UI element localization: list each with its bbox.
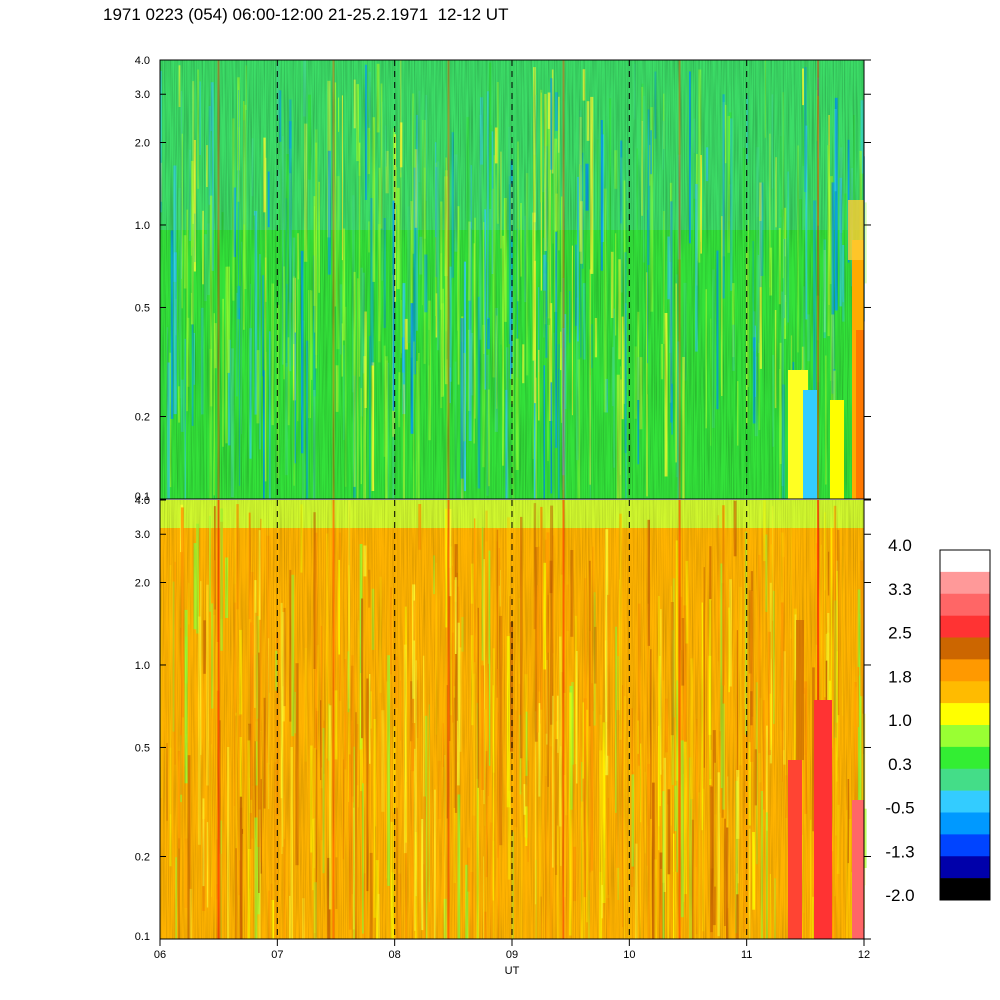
- y-tick-label: 2.0: [135, 137, 150, 149]
- y-tick-label: 3.0: [135, 529, 150, 541]
- lower-right-darkorange: [796, 620, 804, 760]
- colorbar-label: -1.3: [885, 842, 914, 861]
- colorbar-label: -0.5: [885, 799, 914, 818]
- y-tick-label: 0.2: [135, 852, 150, 864]
- y-tick-label: 0.2: [135, 412, 150, 424]
- lower-right-red-2: [814, 700, 832, 939]
- colorbar-swatch: [940, 768, 990, 791]
- y-tick-label: 3.0: [135, 89, 150, 101]
- lower-panel: [160, 500, 867, 939]
- lower-right-red: [788, 760, 802, 939]
- x-tick-label: 11: [741, 949, 752, 961]
- upper-right-cyan: [803, 390, 817, 499]
- colorbar-swatch: [940, 637, 990, 660]
- y-axis: 0.10.20.51.02.03.04.00.10.20.51.02.03.04…: [135, 55, 871, 943]
- upper-right-red: [856, 330, 864, 499]
- colorbar-label: 2.5: [888, 624, 912, 643]
- colorbar-swatch: [940, 834, 990, 857]
- lower-streak: [863, 808, 867, 868]
- colorbar-label: 0.3: [888, 755, 912, 774]
- colorbar-swatch: [940, 746, 990, 770]
- colorbar-frame: [939, 549, 991, 901]
- chart-title: 1971 0223 (054) 06:00-12:00 21-25.2.1971…: [103, 5, 509, 24]
- upper-streak: [863, 202, 867, 284]
- colorbar-label: 4.0: [888, 536, 912, 555]
- lower-texture: [160, 500, 864, 939]
- y-tick-label: 4.0: [135, 55, 150, 67]
- colorbar-swatch: [940, 725, 990, 748]
- colorbar-swatch: [940, 615, 990, 638]
- upper-texture: [160, 60, 864, 499]
- x-tick-label: 10: [623, 949, 635, 961]
- colorbar-swatch: [940, 550, 990, 573]
- y-tick-label: 0.5: [135, 302, 150, 314]
- y-tick-label: 0.5: [135, 742, 150, 754]
- upper-right-orange-top: [848, 200, 864, 260]
- x-axis: 06 07 08 09 10 11 12 UT: [154, 939, 870, 977]
- y-tick-label: 0.1: [135, 491, 150, 503]
- colorbar-label: -2.0: [885, 886, 914, 905]
- colorbar-swatch: [940, 790, 990, 813]
- colorbar-swatch: [940, 812, 990, 835]
- hour-dashed-lines: [276, 60, 748, 939]
- y-tick-label: 2.0: [135, 577, 150, 589]
- x-axis-label: UT: [505, 965, 520, 977]
- upper-panel: [160, 60, 867, 499]
- x-tick-label: 09: [506, 949, 518, 961]
- x-tick-label: 08: [389, 949, 401, 961]
- y-tick-label: 4.0: [135, 495, 150, 507]
- y-tick-label: 1.0: [135, 220, 150, 232]
- x-tick-label: 06: [154, 949, 166, 961]
- colorbar-swatch: [940, 703, 990, 726]
- colorbar-swatch: [940, 659, 990, 682]
- y-tick-label: 0.1: [135, 931, 150, 943]
- colorbar-swatch: [940, 571, 990, 595]
- colorbar-swatch: [940, 878, 990, 901]
- colorbar-label: 3.3: [888, 580, 912, 599]
- colorbar: 4.0 3.3 2.5 1.8 1.0 0.3 -0.5 -1.3 -2.0: [885, 536, 991, 905]
- colorbar-label: 1.0: [888, 711, 912, 730]
- x-tick-label: 07: [271, 949, 283, 961]
- y-tick-label: 1.0: [135, 660, 150, 672]
- colorbar-swatch: [940, 856, 990, 879]
- colorbar-swatch: [940, 681, 990, 704]
- colorbar-label: 1.8: [888, 667, 912, 686]
- upper-right-yellow-2: [830, 400, 844, 499]
- colorbar-swatch: [940, 593, 990, 616]
- lower-right-pink: [852, 800, 864, 939]
- x-tick-label: 12: [858, 949, 870, 961]
